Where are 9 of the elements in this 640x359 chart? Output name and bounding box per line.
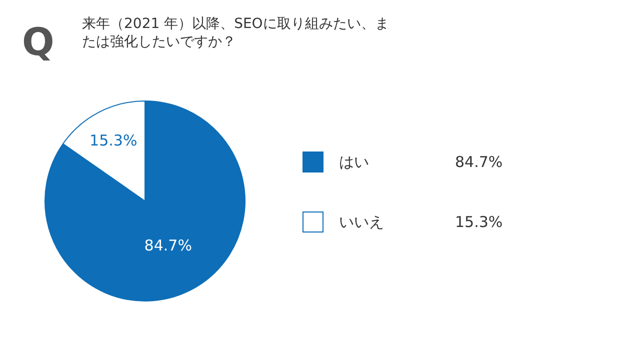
text: Q: [22, 20, 54, 64]
legend-label: いいえ: [339, 213, 384, 231]
chart-title: 来年（2021 年）以降、SEOに取り組みたい、または強化したいですか？: [82, 16, 389, 50]
data-label: 84.7%: [144, 236, 192, 254]
text: 84.7%: [455, 153, 503, 171]
text: 15.3%: [455, 213, 503, 231]
data-label: 15.3%: [90, 131, 138, 150]
legend-label: はい: [339, 153, 369, 171]
pie-slice: [44, 100, 246, 302]
